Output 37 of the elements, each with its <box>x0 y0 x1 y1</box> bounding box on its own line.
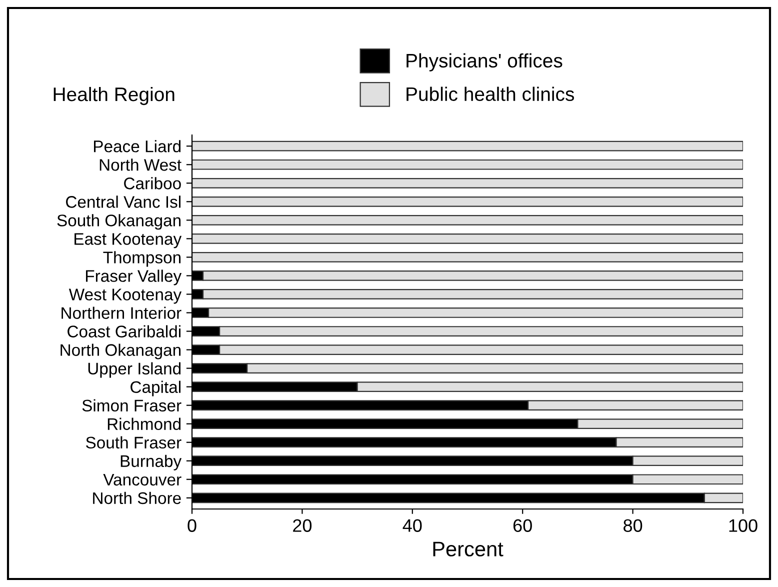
y-tick-label: South Okanagan <box>57 214 181 230</box>
x-tick-label: 40 <box>402 519 422 532</box>
y-tick-label: Richmond <box>108 418 181 430</box>
y-tick-label: South Fraser <box>86 436 182 449</box>
y-tick-label: Vancouver <box>103 474 182 486</box>
y-tick-label: Peace Liard <box>94 140 181 152</box>
legend-label: Physicians' offices <box>406 53 562 72</box>
y-tick-label: Central Vanc Isl <box>66 196 180 208</box>
legend-label: Public health clinics <box>406 86 574 102</box>
bar <box>192 234 743 244</box>
y-tick-label: Fraser Valley <box>86 270 182 286</box>
bar <box>192 196 743 207</box>
y-tick-label: Capital <box>130 380 180 396</box>
y-tick-label: Northern Interior <box>62 306 182 319</box>
x-tick-label: 60 <box>513 519 532 532</box>
bar <box>192 178 743 188</box>
y-tick-label: North Shore <box>93 492 181 504</box>
x-tick-label: 20 <box>293 519 312 532</box>
bar <box>192 140 743 152</box>
y-tick-label: Simon Fraser <box>82 399 182 412</box>
y-tick-label: North West <box>100 158 182 171</box>
y-tick-label: Cariboo <box>124 177 181 190</box>
bar <box>192 214 743 226</box>
bar <box>192 159 743 170</box>
y-axis-title: Health Region <box>54 86 174 106</box>
y-tick-label: West Kootenay <box>68 288 182 304</box>
x-tick-label: 80 <box>624 519 642 532</box>
x-tick-label: 100 <box>729 519 758 532</box>
bar <box>192 252 743 262</box>
y-tick-label: East Kootenay <box>74 233 182 248</box>
y-tick-label: Upper Island <box>88 362 181 378</box>
y-tick-label: North Okanagan <box>60 344 181 360</box>
y-tick-label: Burnaby <box>120 454 182 470</box>
y-tick-label: Thompson <box>103 251 181 267</box>
x-tick-label: 0 <box>188 519 196 532</box>
x-axis-title: Percent <box>433 542 504 556</box>
y-tick-label: Coast Garibaldi <box>68 325 180 338</box>
